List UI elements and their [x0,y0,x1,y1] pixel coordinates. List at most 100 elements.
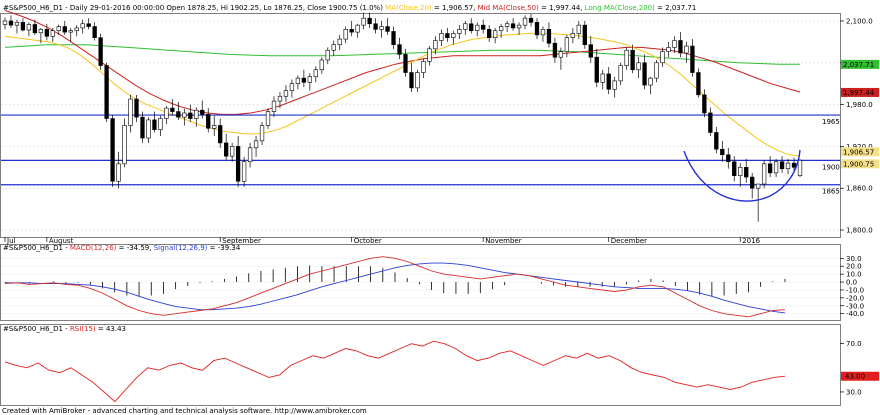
candle [558,47,564,70]
candle [498,23,504,38]
candle [68,27,73,42]
candle [409,62,414,93]
candle-body [451,33,456,38]
macd-line [4,256,786,318]
candle [606,66,611,95]
macd-tick-label: -30.0 [846,302,864,310]
rounding-bottom-arc [683,149,801,202]
candle [684,41,689,63]
candle-body [194,109,199,119]
candle-body [373,23,378,30]
candle-body [773,161,779,174]
candle-body [756,183,761,189]
candle-body [331,44,336,51]
candle-body [152,119,157,130]
candle [720,140,725,162]
candle-body [26,24,32,31]
level-label: 1965 [822,118,840,126]
candle [331,40,336,56]
price-header: #S&P500_H6_D1 - Daily 29-01-2016 00:00:0… [3,4,696,12]
candle-body [654,62,659,79]
candle-body [439,33,444,41]
candle [714,126,719,154]
candle [570,27,576,44]
candle [678,32,683,58]
candle-body [678,40,683,54]
candle [62,20,67,35]
candle-body [247,147,253,163]
candle-body [235,146,241,182]
candle-body [271,100,277,112]
rsi-badge-label: 43.00 [845,373,865,381]
candle-body [146,119,151,139]
signal-line [5,262,786,314]
candle [158,115,163,136]
candle-body [702,94,707,114]
candle [38,27,44,44]
candle [481,19,486,34]
candle-body [170,107,175,112]
candle [642,54,647,90]
rsi-header: #S&P500_H6_D1 - RSI(15) = 43.43 [3,325,126,333]
candle [738,163,743,187]
macd-tick-label: 30.0 [846,255,862,263]
candle-body [128,98,133,126]
price-badge: 1,900.75 [841,159,879,169]
candle [74,25,79,37]
candle [588,36,593,63]
candle-body [241,161,247,182]
candle [253,135,259,157]
macd-series [4,256,786,318]
candle-body [767,163,773,174]
candle-body [594,56,599,83]
price-tick-label: 1,980.0 [846,101,873,109]
candle-body [74,27,79,32]
candle [104,62,109,123]
candle [654,59,659,83]
candle [14,19,20,34]
candle [636,57,641,79]
price-tick-label: 2,100.0 [846,17,873,25]
candle [702,89,707,118]
candle-body [313,69,318,78]
candle [86,18,91,30]
candle-body [750,176,755,189]
candle-body [624,49,629,66]
candle-body [104,65,109,119]
candle [200,100,205,119]
candle-body [540,29,546,36]
month-label: September [222,237,261,245]
candle-body [283,90,289,97]
candle-body [660,51,665,64]
candle-body [564,37,570,52]
candle [373,18,378,34]
candle-body [80,23,85,29]
month-label: November [485,237,522,245]
candle [660,47,665,67]
price-axis: 2,100.02,040.01,980.01,920.01,860.01,800… [840,17,873,235]
candle-body [134,98,139,118]
macd-tick-label: 10.0 [846,271,862,279]
candle [690,39,695,77]
candle-body [791,162,797,168]
rsi-series [4,340,786,403]
candle-body [307,76,313,83]
candle [319,57,324,74]
candlesticks [2,12,803,222]
candle-body [744,167,749,178]
candle [624,47,629,70]
candle-body [38,29,44,34]
candle-body [576,24,581,34]
candle [301,69,307,88]
macd-tick-label: -20.0 [846,294,864,302]
price-badges: 2,037.71 1,997.44 1,906.57 1,900.75 [841,59,879,169]
candle [445,27,450,42]
candle [469,18,474,34]
candle [427,46,432,66]
candle [726,147,731,169]
candle-body [379,26,384,30]
candle [779,156,785,173]
candle [612,76,617,98]
macd-tick-label: 20.0 [846,263,862,271]
